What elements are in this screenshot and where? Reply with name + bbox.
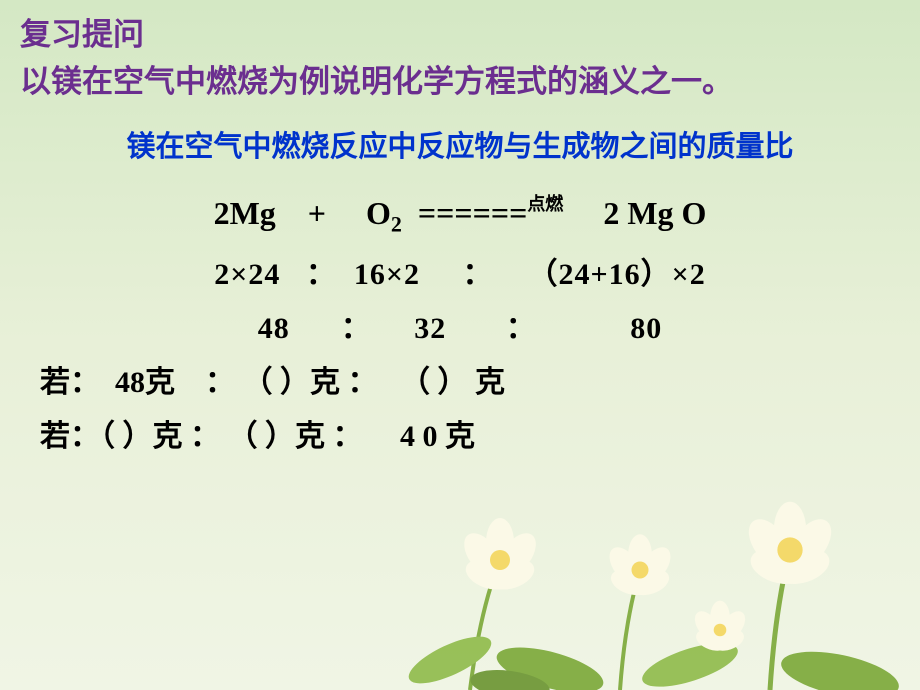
mass-ratio-expression: 2×24 ： 16×2 ： （24+16）×2 <box>20 249 900 293</box>
plus-sign: + <box>308 195 326 231</box>
example-row-1: 若： 48克 ： （ ）克 ： （ ） 克 <box>20 357 900 401</box>
review-heading: 复习提问 以镁在空气中燃烧为例说明化学方程式的涵义之一。 <box>20 12 900 105</box>
equation-block: 2Mg + O2 ======点燃 2 Mg O 2×24 ： 16×2 ： （… <box>20 195 900 455</box>
reactant2: O2 <box>366 195 402 231</box>
heading-line2: 以镁在空气中燃烧为例说明化学方程式的涵义之一。 <box>20 64 733 99</box>
mass-ratio-values: 48 ： 32 ： 80 <box>20 303 900 347</box>
heading-line1: 复习提问 <box>20 17 144 52</box>
equals-sign: ====== <box>418 195 527 231</box>
subtitle: 镁在空气中燃烧反应中反应物与生成物之间的质量比 <box>20 123 900 165</box>
chemical-equation: 2Mg + O2 ======点燃 2 Mg O <box>20 195 900 237</box>
example-row-2: 若：（ ）克 ： （ ）克 ： 4 0 克 <box>20 411 900 455</box>
condition-annotation: 点燃 <box>527 194 563 214</box>
product: 2 Mg O <box>603 195 706 231</box>
reactant1: 2Mg <box>214 195 276 231</box>
